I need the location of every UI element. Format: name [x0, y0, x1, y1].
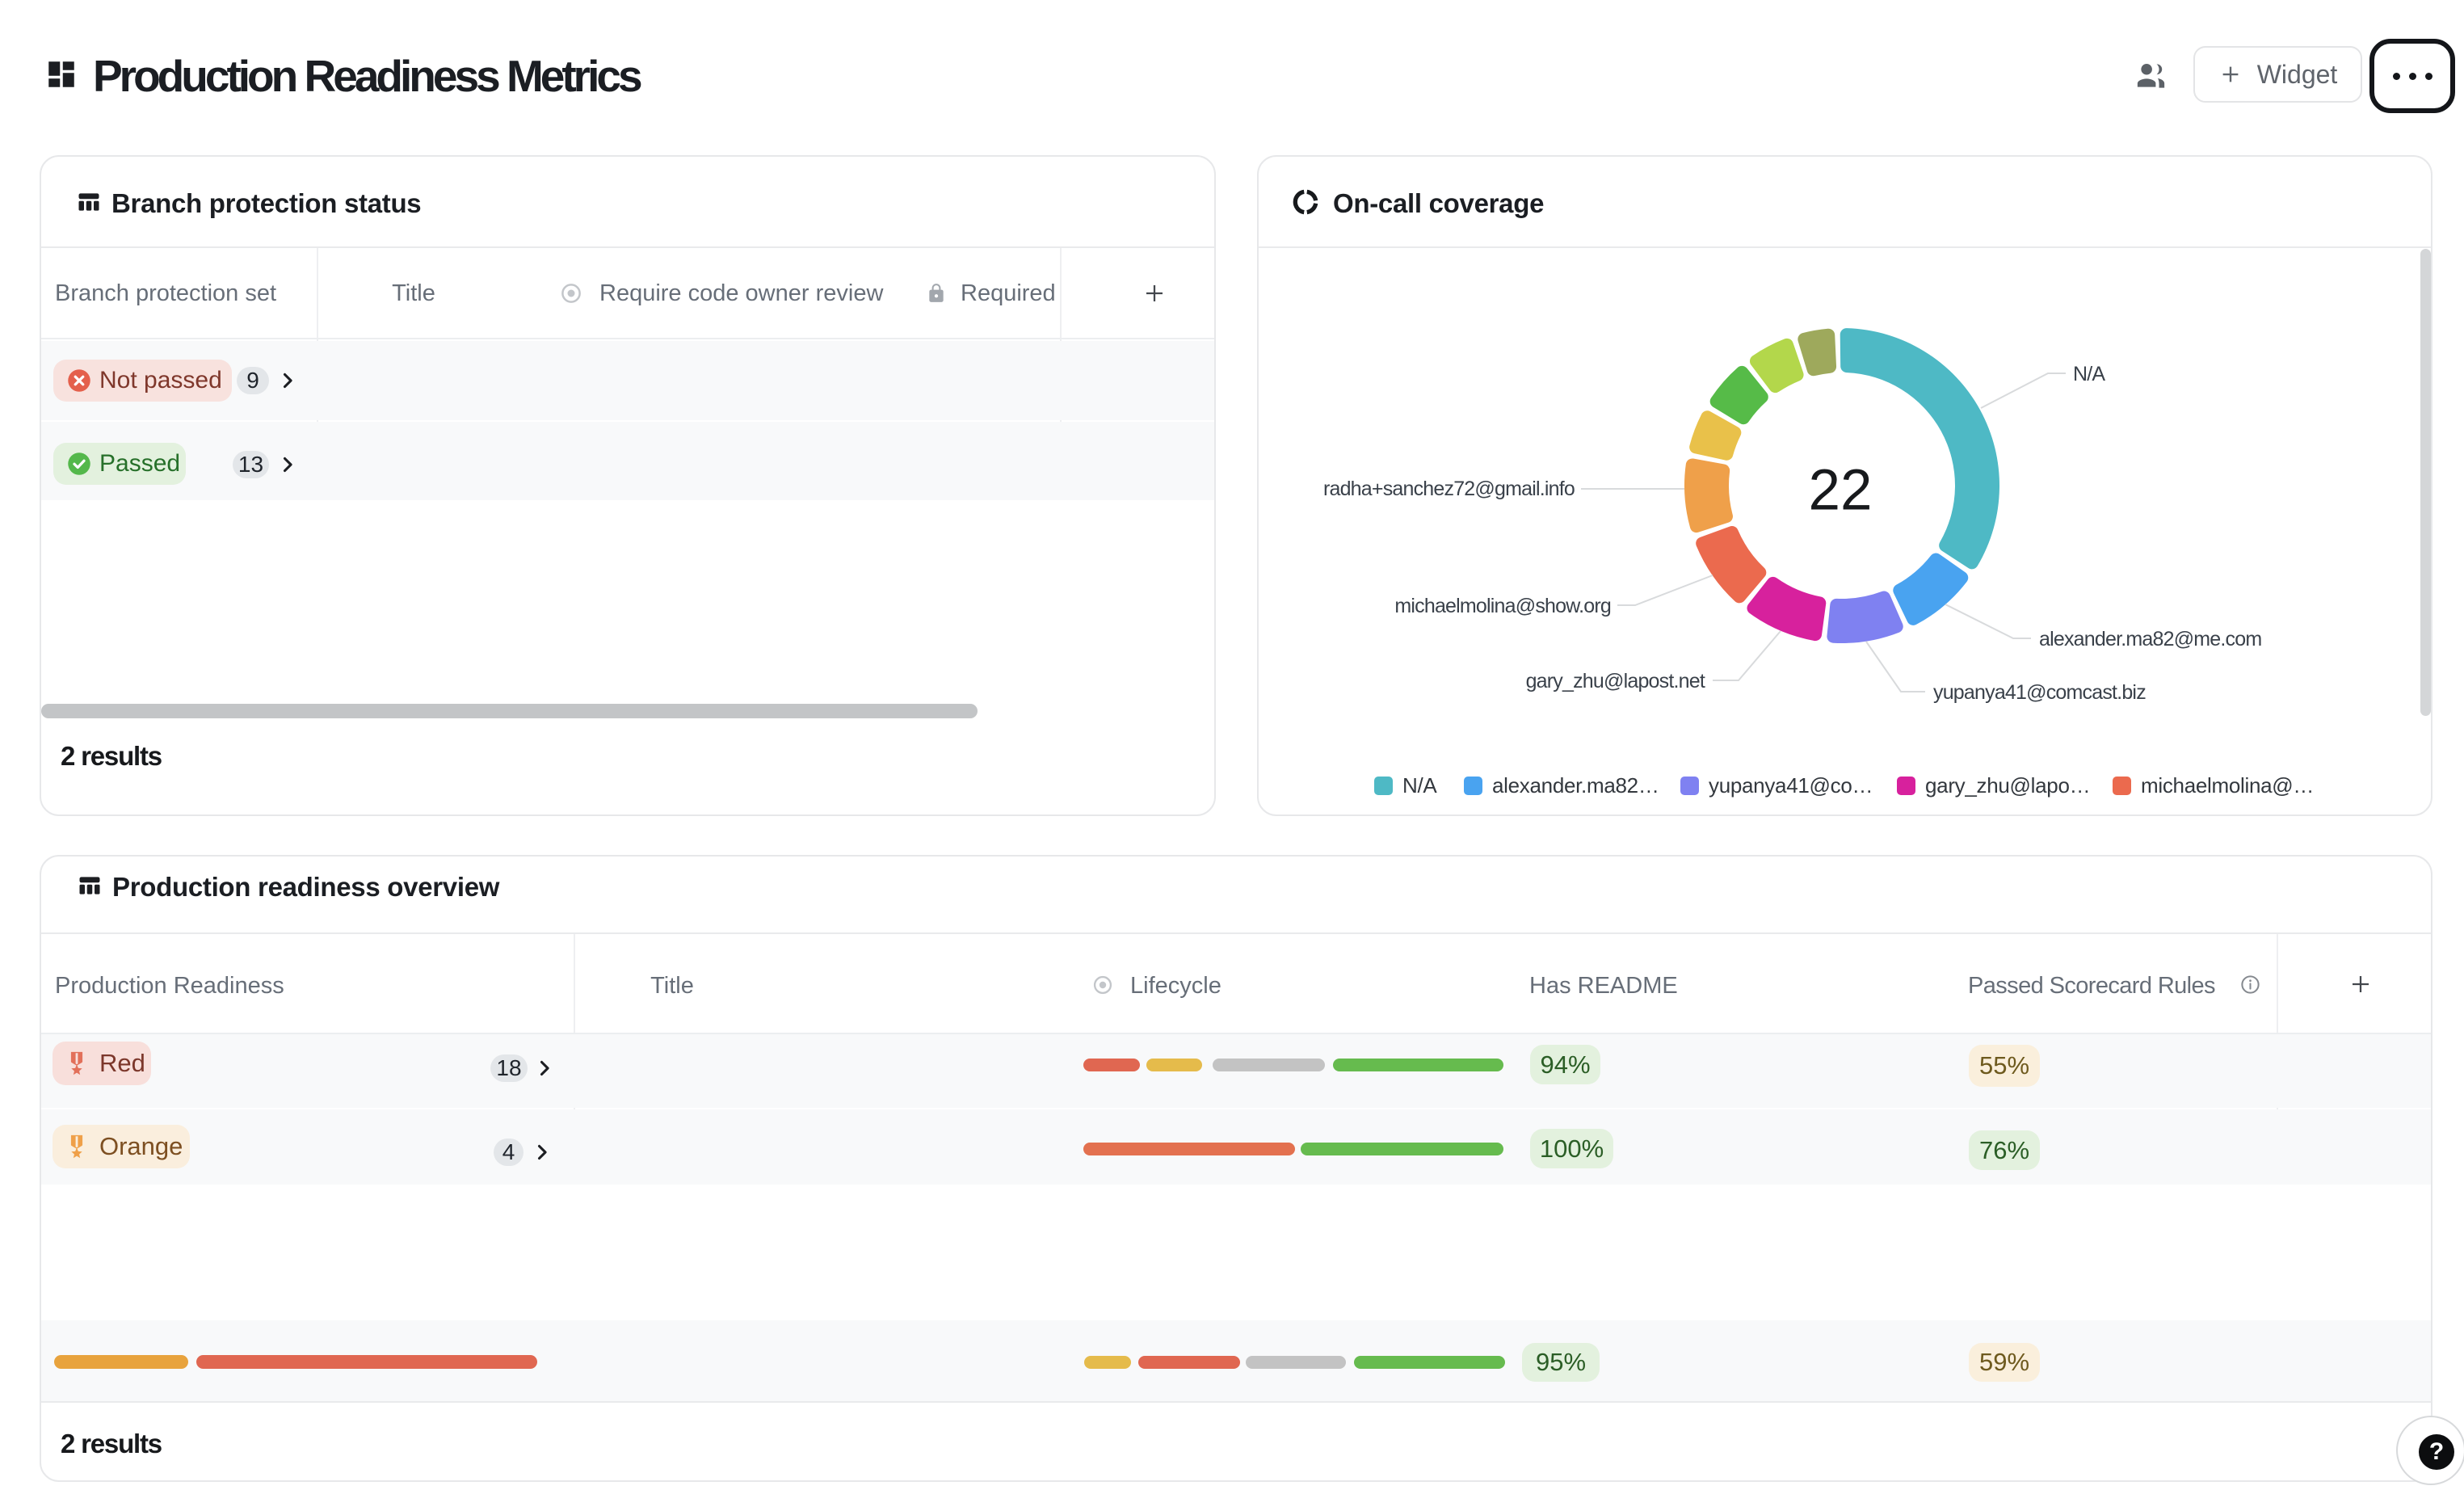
- svg-text:alexander.ma82@me.com: alexander.ma82@me.com: [2039, 628, 2261, 650]
- svg-text:N/A: N/A: [2073, 363, 2105, 385]
- svg-text:gary_zhu@lapost.net: gary_zhu@lapost.net: [1526, 670, 1705, 692]
- svg-text:yupanya41@comcast.biz: yupanya41@comcast.biz: [1933, 681, 2146, 704]
- svg-text:michaelmolina@show.org: michaelmolina@show.org: [1394, 595, 1611, 617]
- svg-text:22: 22: [1809, 459, 1873, 523]
- svg-text:radha+sanchez72@gmail.info: radha+sanchez72@gmail.info: [1323, 478, 1575, 500]
